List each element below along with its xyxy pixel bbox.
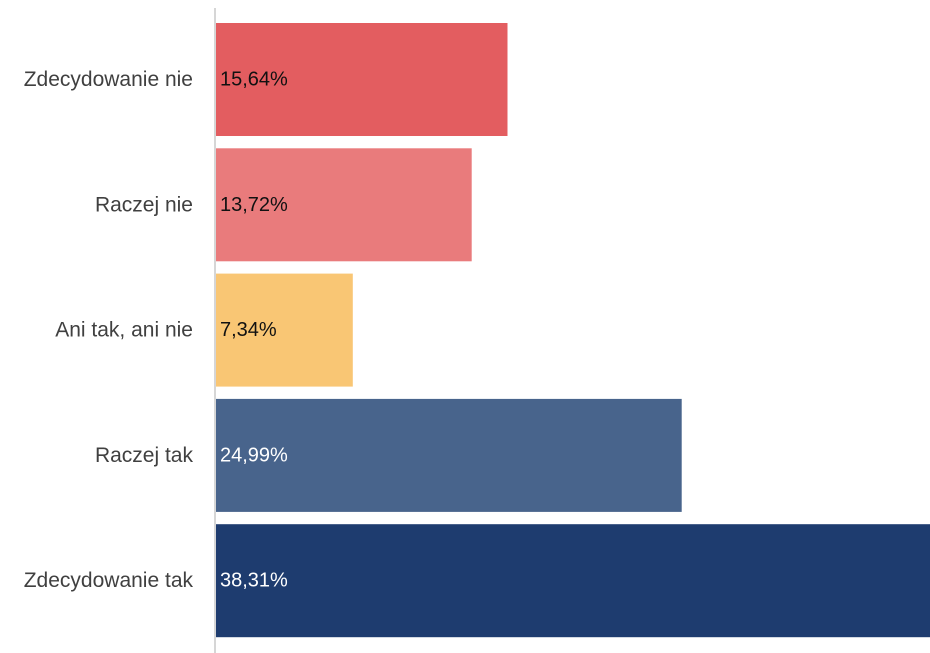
value-label-4: 38,31% bbox=[220, 570, 288, 592]
value-labels-group: 15,64% 13,72% 7,34% 24,99% 38,31% bbox=[220, 69, 288, 592]
value-label-3: 24,99% bbox=[220, 444, 288, 466]
bar-3 bbox=[216, 398, 682, 512]
bar-0 bbox=[216, 23, 508, 136]
value-label-0: 15,64% bbox=[220, 69, 288, 91]
category-label-0: Zdecydowanie nie bbox=[24, 68, 193, 91]
category-label-1: Raczej nie bbox=[95, 193, 193, 216]
category-label-2: Ani tak, ani nie bbox=[55, 319, 193, 342]
bar-4 bbox=[216, 524, 930, 638]
value-label-1: 13,72% bbox=[220, 194, 288, 216]
category-label-3: Raczej tak bbox=[95, 444, 194, 467]
bars-group bbox=[216, 23, 930, 638]
value-label-2: 7,34% bbox=[220, 319, 277, 341]
category-labels-group: Zdecydowanie nie Raczej nie Ani tak, ani n… bbox=[24, 68, 194, 592]
category-label-4: Zdecydowanie tak bbox=[24, 569, 194, 592]
bar-1 bbox=[216, 148, 472, 262]
bar-2 bbox=[216, 273, 353, 387]
